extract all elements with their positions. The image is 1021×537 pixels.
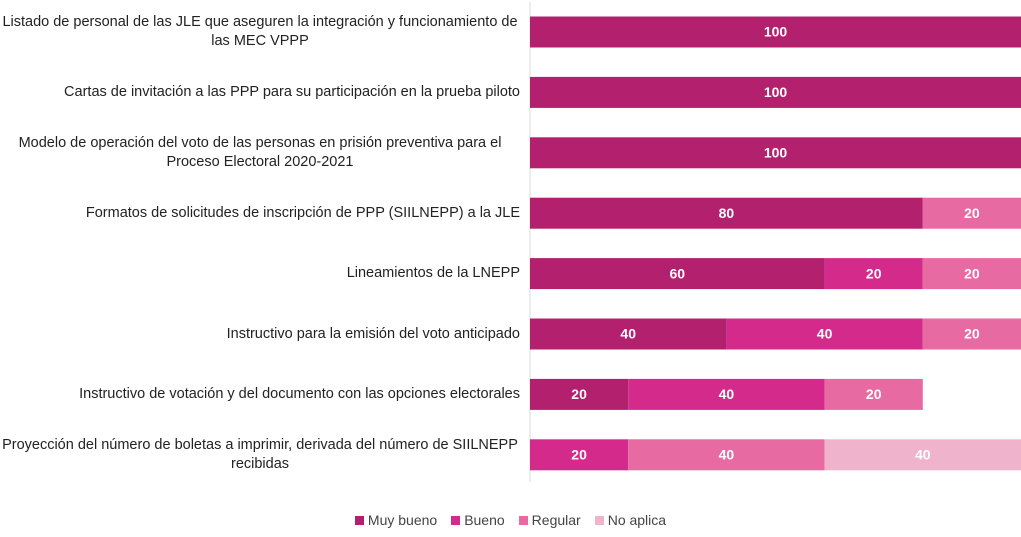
- value-label: 100: [764, 84, 788, 100]
- legend-item: Regular: [518, 512, 581, 528]
- category-label: Lineamientos de la LNEPP: [346, 265, 520, 282]
- value-label: 40: [915, 447, 931, 463]
- legend-swatch: [354, 515, 364, 525]
- value-label: 100: [764, 145, 788, 161]
- bar-segment: [824, 439, 1021, 471]
- bar-segment: [628, 439, 825, 471]
- bar-segment: [824, 378, 923, 410]
- category-label: Cartas de invitación a las PPP para su p…: [64, 83, 520, 100]
- category-label: Proyección del número de boletas a impri…: [2, 436, 518, 472]
- value-label: 100: [764, 24, 788, 40]
- value-label: 40: [817, 326, 833, 342]
- category-label-box: Modelo de operación del voto de las pers…: [0, 128, 520, 178]
- bar-segment: [530, 137, 1021, 169]
- category-label-box: Lineamientos de la LNEPP: [0, 249, 520, 299]
- bar-segment: [824, 258, 923, 290]
- value-label: 60: [670, 265, 686, 281]
- bar-segment: [530, 318, 727, 350]
- legend-label: No aplica: [607, 512, 667, 528]
- bar-segment: [530, 258, 825, 290]
- legend-item: Bueno: [451, 512, 505, 528]
- value-label: 20: [571, 386, 587, 402]
- value-label: 80: [719, 205, 735, 221]
- category-label-box: Instructivo para la emisión del voto ant…: [0, 309, 520, 359]
- legend-item: Muy bueno: [354, 512, 438, 528]
- value-label: 20: [866, 265, 882, 281]
- bar-segment: [530, 16, 1021, 48]
- value-label: 20: [964, 205, 980, 221]
- legend-label: Muy bueno: [367, 512, 438, 528]
- category-label: Modelo de operación del voto de las pers…: [18, 134, 502, 170]
- category-label-box: Formatos de solicitudes de inscripción d…: [0, 188, 520, 238]
- category-label-box: Listado de personal de las JLE que asegu…: [0, 7, 520, 57]
- bar-segment: [922, 258, 1021, 290]
- legend-item: No aplica: [594, 512, 667, 528]
- category-label-box: Proyección del número de boletas a impri…: [0, 430, 520, 480]
- value-label: 20: [571, 447, 587, 463]
- category-label: Listado de personal de las JLE que asegu…: [2, 14, 518, 49]
- value-label: 20: [964, 326, 980, 342]
- value-label: 40: [620, 326, 636, 342]
- bar-segment: [530, 439, 629, 471]
- legend-swatch: [594, 515, 604, 525]
- value-label: 40: [719, 386, 735, 402]
- bar-segment: [530, 197, 923, 229]
- legend-label: Regular: [531, 512, 581, 528]
- value-label: 20: [964, 265, 980, 281]
- bar-segment: [922, 197, 1021, 229]
- bar-segment: [530, 76, 1021, 108]
- legend-swatch: [451, 515, 461, 525]
- category-label-box: Instructivo de votación y del documento …: [0, 369, 520, 419]
- category-label: Instructivo de votación y del documento …: [79, 385, 520, 402]
- bar-segment: [628, 378, 825, 410]
- bar-segment: [922, 318, 1021, 350]
- bar-segment: [530, 378, 629, 410]
- category-label: Instructivo para la emisión del voto ant…: [226, 325, 520, 342]
- legend: Muy bueno Bueno Regular No aplica: [0, 512, 1021, 528]
- value-label: 20: [866, 386, 882, 402]
- value-label: 40: [719, 447, 735, 463]
- legend-label: Bueno: [464, 512, 505, 528]
- category-label-box: Cartas de invitación a las PPP para su p…: [0, 67, 520, 117]
- bar-segment: [726, 318, 923, 350]
- legend-swatch: [518, 515, 528, 525]
- category-label: Formatos de solicitudes de inscripción d…: [85, 204, 520, 221]
